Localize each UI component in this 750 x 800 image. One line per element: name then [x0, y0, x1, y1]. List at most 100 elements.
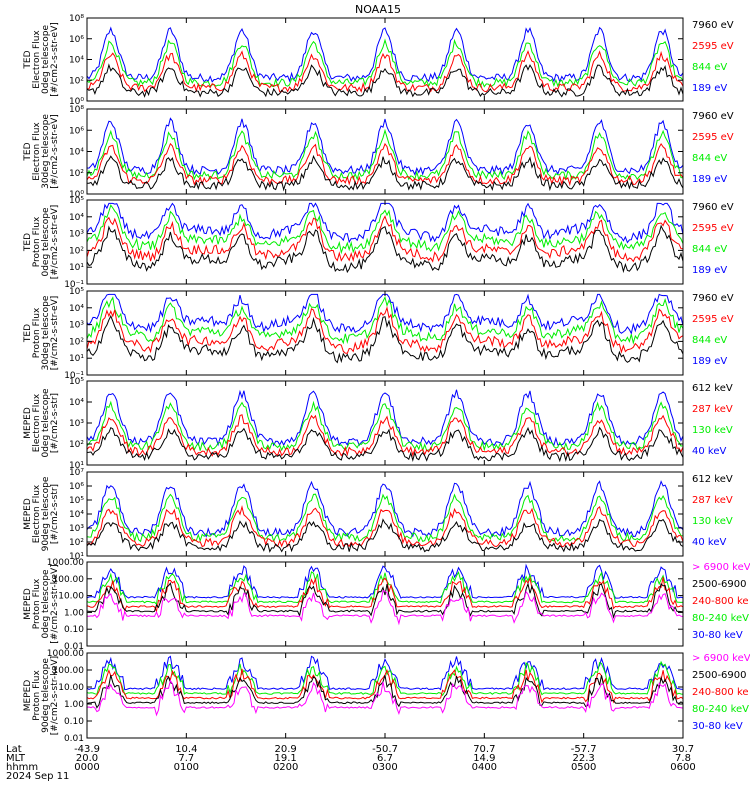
y-tick-label: 10⁶ [69, 126, 84, 136]
y-tick-label: 10⁰ [69, 97, 84, 107]
panel-7-ylabel-line: MEPED [23, 588, 33, 620]
y-tick-label: 10⁴ [69, 398, 84, 408]
panel-2: 10⁰ 10² 10⁴ 10⁶ 10⁸ TED Electron Flux 30deg tel… [23, 105, 734, 200]
y-tick-label: 10.00 [58, 683, 84, 693]
panel-8-ylabel-line: [#/cm2-s-str-keV] [50, 656, 60, 735]
panel-5-ylabel-line: 0deg telescope [41, 388, 51, 458]
y-tick-label: 100.00 [53, 575, 85, 585]
panel-2-ylabel-line: 30deg telescope [41, 114, 51, 189]
y-tick-label: 10⁵ [69, 496, 84, 506]
series-line-130-kev [87, 493, 683, 543]
panel-5: 10¹ 10² 10³ 10⁴ 10⁵ MEPED Electron Flux 0deg te… [23, 377, 733, 471]
panel-5-traces [87, 389, 683, 463]
legend-entry: 7960 eV [692, 111, 734, 122]
y-tick-label: 10⁵ [69, 287, 84, 297]
xaxis-row-label-lat: Lat [6, 744, 22, 755]
panel-8-ylabel-line: Proton Flux [32, 670, 42, 721]
y-tick-label: 10³ [69, 419, 84, 429]
y-tick-label: 10¹ [69, 552, 84, 562]
x-tick-label-time: 0500 [571, 762, 596, 773]
y-tick-label: 10¹ [69, 461, 84, 471]
y-tick-label: 10³ [69, 524, 84, 534]
panel-8-ylabel-line: MEPED [23, 680, 33, 712]
panel-3: 10⁻¹ 10¹ 10² 10³ 10⁴ 10⁵ TED Proton Flux 0deg te… [23, 196, 734, 290]
panel-4-ylabel-line: Proton Flux [32, 307, 42, 358]
panel-1: 10⁰ 10² 10⁴ 10⁶ 10⁸ TED Electron Flux 0deg tele… [23, 14, 734, 107]
x-tick-label-lat: -43.9 [74, 744, 100, 755]
panel-3-ylabel-line: TED [23, 233, 33, 252]
y-tick-label: 10³ [69, 230, 84, 240]
panel-6-ylabel-line: Electron Flux [32, 484, 42, 543]
y-tick-label: 10⁶ [69, 482, 84, 492]
y-tick-label: 10² [69, 440, 84, 450]
legend-entry: 80-240 keV [692, 613, 749, 624]
legend-entry: 7960 eV [692, 293, 734, 304]
series-line-189-ev [87, 26, 683, 84]
series-line-2595-ev [87, 215, 683, 263]
y-tick-label: 10.00 [58, 592, 84, 602]
legend-entry: 40 keV [692, 537, 726, 548]
y-tick-label: 0.10 [64, 625, 84, 635]
series-line-240-800-ke [87, 668, 683, 704]
panel-6-ylabel-line: [#/cm2-s-str] [50, 484, 60, 544]
y-tick-label: 10⁵ [69, 377, 84, 387]
panel-2-traces [87, 117, 683, 192]
legend-entry: 189 eV [692, 83, 727, 94]
x-tick-label-mlt: 20.0 [76, 753, 98, 764]
series-line-80-240-kev [87, 570, 683, 606]
x-tick-label-lat: 70.7 [473, 744, 495, 755]
legend-entry: 130 keV [692, 516, 733, 527]
xaxis-row-label-mlt: MLT [6, 753, 26, 764]
series-line-612-kev [87, 518, 683, 553]
legend-entry: 130 keV [692, 425, 733, 436]
panel-1-ylabel-line: TED [23, 50, 33, 69]
series-line-612-kev [87, 426, 683, 463]
y-tick-label: 10² [69, 538, 84, 548]
y-tick-label: 10¹ [69, 263, 84, 273]
series-line-80-240-kev [87, 660, 683, 697]
y-tick-label: 10⁰ [69, 190, 84, 200]
series-line-844-ev [87, 128, 683, 182]
x-tick-label-lat: 30.7 [672, 744, 694, 755]
panel-3-ylabel-line: Proton Flux [32, 216, 42, 267]
series-line-2595-ev [87, 49, 683, 93]
legend-entry: 7960 eV [692, 202, 734, 213]
panel-7-ylabel-line: Proton Flux [32, 578, 42, 629]
legend-entry: 287 keV [692, 495, 733, 506]
legend-entry: 2595 eV [692, 223, 734, 234]
panel-5-ylabel-line: Electron Flux [32, 393, 42, 452]
series-line-240-800-ke [87, 576, 683, 613]
series-line-30-80-kev [87, 655, 683, 691]
y-tick-label: 10² [69, 337, 84, 347]
series-line-844-ev [87, 38, 683, 89]
series-line-40-kev [87, 480, 683, 538]
panel-7-ylabel-line: [#/cm2-s-str-keV] [50, 564, 60, 643]
panel-5-ylabel-line: [#/cm2-s-str] [50, 393, 60, 453]
legend-entry: 189 eV [692, 265, 727, 276]
x-tick-label-mlt: 19.1 [275, 753, 297, 764]
y-tick-label: 10⁴ [69, 148, 84, 158]
panel-6: 10¹ 10² 10³ 10⁴ 10⁵ 10⁶ 10⁷ MEPED Electron Flux 9… [23, 468, 733, 562]
x-tick-label-time: 0600 [670, 762, 695, 773]
series-line--6900-kev [87, 679, 683, 717]
y-tick-label: 100.00 [53, 666, 85, 676]
y-tick-label: 10⁻¹ [64, 280, 84, 290]
panel-1-traces [87, 26, 683, 98]
panel-2-ylabel-line: TED [23, 142, 33, 161]
y-tick-label: 1000.00 [47, 649, 84, 659]
y-tick-label: 10⁵ [69, 196, 84, 206]
legend-entry: 30-80 keV [692, 630, 743, 641]
legend-entry: 612 keV [692, 383, 733, 394]
panel-8: 0.01 0.10 1.00 10.00 100.00 1000.00 MEPED Proto… [23, 649, 750, 744]
y-tick-label: 1.00 [64, 700, 84, 710]
series-line-40-kev [87, 389, 683, 447]
panel-6-traces [87, 480, 683, 553]
panel-1-frame [86, 17, 684, 102]
legend-entry: > 6900 keV [692, 653, 750, 664]
panel-8-traces [87, 655, 683, 717]
x-tick-label-time: 0000 [74, 762, 99, 773]
series-line-130-kev [87, 400, 683, 453]
legend-entry: 2595 eV [692, 314, 734, 325]
